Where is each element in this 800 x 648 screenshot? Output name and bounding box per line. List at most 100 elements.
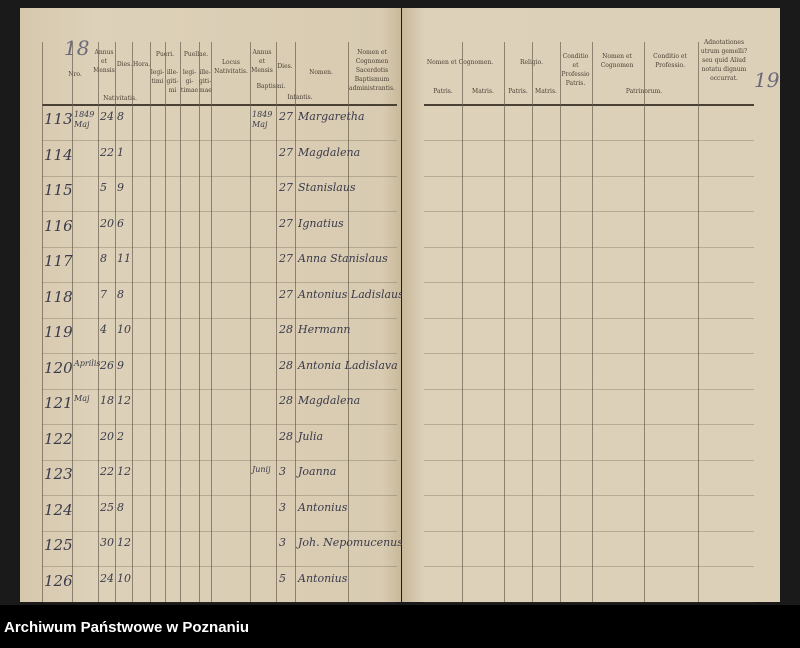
row-nro: 113	[44, 110, 73, 128]
row-rule	[42, 140, 397, 141]
header-patrinorum-conditio: Conditio et Professio.	[653, 53, 687, 69]
row-dies: 8	[100, 252, 107, 265]
row-rule	[42, 566, 397, 567]
header-annus: Annus et Mensis	[93, 49, 115, 74]
column-rule	[72, 42, 73, 602]
row-dies: 26	[100, 358, 114, 372]
header-annus-baptismi: Annus et Mensis	[251, 49, 273, 74]
right-page: 19 Nomen et Cognomen. Patris. Matris. Re…	[402, 8, 780, 603]
row-rule	[424, 530, 754, 532]
header-patris: Patris.	[433, 88, 453, 95]
row-dies: 22	[100, 465, 114, 478]
row-rule	[42, 282, 397, 283]
row-hora: 1	[117, 145, 124, 159]
row-rule	[424, 246, 754, 248]
row-nomen: Ignatius	[298, 216, 344, 230]
row-bapt-annus: Junij	[252, 465, 271, 474]
column-rule	[462, 42, 463, 602]
row-dies: 7	[100, 287, 107, 301]
page-number: 19	[754, 68, 780, 92]
row-dies: 4	[100, 323, 107, 336]
row-rule	[424, 317, 754, 319]
header-nativitatis: Nativitatis.	[103, 95, 137, 102]
row-dies: 30	[100, 536, 114, 549]
row-dies: 20	[100, 429, 114, 443]
row-bapt-dies: 28	[279, 358, 293, 372]
column-rule	[132, 42, 133, 602]
header-illegitimi: ille-giti-mi	[166, 69, 179, 94]
header-religio-patris: Patris.	[508, 88, 528, 95]
row-bapt-dies: 3	[279, 536, 286, 549]
row-dies: 22	[100, 145, 114, 159]
column-rule	[150, 42, 151, 602]
header-dies: Dies.	[116, 61, 133, 68]
row-rule	[424, 459, 754, 461]
header-baptismi: Baptismi.	[256, 83, 286, 90]
header-dies-baptismi: Dies.	[277, 63, 293, 70]
row-bapt-dies: 28	[279, 394, 293, 407]
row-nomen: Antonia Ladislava	[298, 358, 398, 372]
row-rule	[424, 282, 754, 283]
header-adnotationes: Adnotationes utrum gemelli? seu quid Ali…	[700, 39, 748, 82]
row-hora: 12	[117, 536, 131, 549]
row-rule	[42, 601, 397, 603]
row-nro: 124	[44, 500, 73, 519]
column-rule	[560, 42, 561, 602]
row-nomen: Anna Stanislaus	[298, 252, 388, 265]
column-rule	[348, 42, 349, 602]
row-rule	[424, 211, 754, 212]
row-bapt-dies: 3	[279, 465, 286, 478]
header-nomen: Nomen.	[309, 69, 333, 76]
row-nomen: Magdalena	[298, 145, 361, 159]
page-number: 18	[64, 36, 90, 60]
row-nro: 115	[44, 181, 73, 199]
footer-bar: Archiwum Państwowe w Poznaniu	[0, 605, 800, 648]
row-hora: 12	[117, 394, 131, 407]
header-sacerdos: Nomen et Cognomen Sacerdotis Baptismum a…	[349, 49, 395, 92]
row-nomen: Hermann	[298, 323, 351, 336]
row-rule	[42, 175, 397, 177]
column-rule	[250, 42, 251, 602]
row-rule	[42, 530, 397, 532]
column-rule	[115, 42, 116, 602]
row-rule	[424, 566, 754, 567]
column-rule	[199, 42, 200, 602]
row-rule	[42, 495, 397, 496]
row-hora: 8	[117, 287, 124, 301]
column-rule	[211, 42, 212, 602]
row-hora: 10	[117, 571, 131, 585]
column-rule	[532, 42, 533, 602]
column-rule	[180, 42, 181, 602]
column-rule	[42, 42, 43, 602]
row-rule	[42, 246, 397, 248]
row-rule	[42, 317, 397, 319]
row-hora: 10	[117, 323, 131, 336]
row-nomen: Antonius Ladislaus	[298, 287, 404, 301]
row-nro: 126	[44, 571, 73, 590]
row-hora: 6	[117, 216, 124, 230]
column-rule	[504, 42, 505, 602]
header-patrinorum-nomen: Nomen et Cognomen	[600, 53, 634, 69]
header-matris: Matris.	[472, 88, 494, 95]
header-nomen-cognomen: Nomen et Cognomen.	[426, 59, 494, 66]
archive-name: Archiwum Państwowe w Poznaniu	[4, 619, 250, 636]
row-nro: 122	[44, 429, 73, 448]
column-rule	[276, 42, 277, 602]
header-locus: Locus Nativitatis.	[214, 59, 248, 75]
row-nro: 120	[44, 358, 73, 377]
column-rule	[295, 42, 296, 602]
row-rule	[42, 353, 397, 354]
row-annus: Aprilis	[74, 358, 101, 368]
row-nomen: Joanna	[298, 465, 337, 478]
column-rule	[98, 42, 99, 602]
row-hora: 12	[117, 465, 131, 478]
column-rule	[698, 42, 699, 602]
header-illegitimae: ille-giti-mae	[199, 69, 212, 94]
row-nro: 117	[44, 252, 73, 270]
column-rule	[165, 42, 166, 602]
row-nomen: Antonius	[298, 571, 348, 585]
header-patrinorum: Patrinorum.	[592, 87, 696, 96]
row-hora: 2	[117, 429, 124, 443]
row-bapt-dies: 27	[279, 252, 293, 265]
row-rule	[424, 175, 754, 177]
